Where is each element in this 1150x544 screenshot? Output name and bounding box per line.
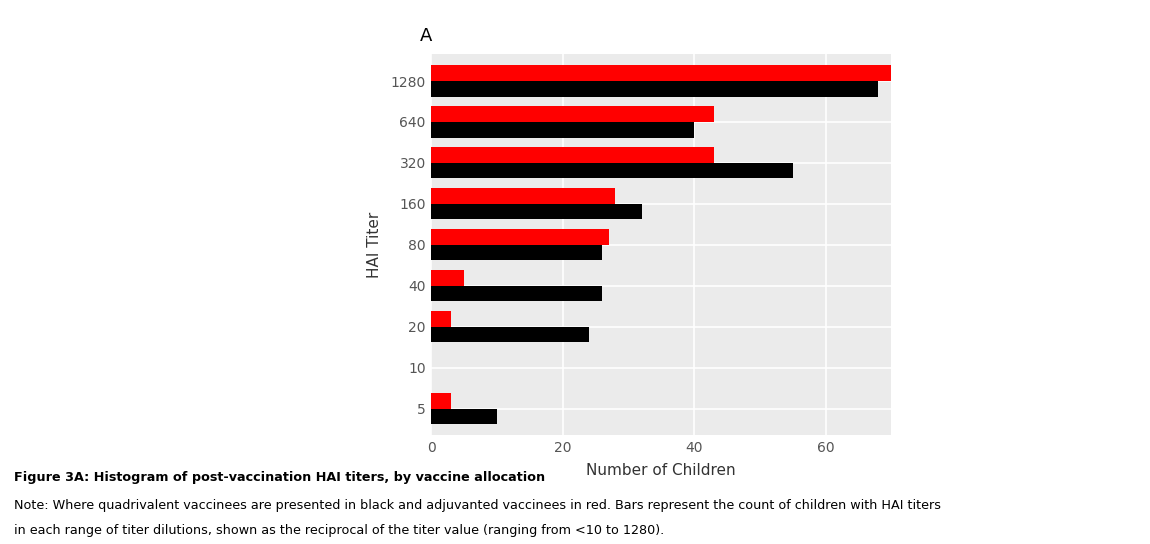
Bar xyxy=(431,245,603,261)
Bar xyxy=(431,65,891,81)
X-axis label: Number of Children: Number of Children xyxy=(586,463,736,478)
Bar xyxy=(431,163,792,178)
Bar xyxy=(431,229,608,245)
Bar xyxy=(431,204,642,219)
Text: Figure 3A: Histogram of post-vaccination HAI titers, by vaccine allocation: Figure 3A: Histogram of post-vaccination… xyxy=(14,472,545,485)
Bar xyxy=(431,122,695,138)
Bar xyxy=(431,81,879,97)
Bar xyxy=(431,286,603,301)
Bar xyxy=(431,393,451,409)
Y-axis label: HAI Titer: HAI Titer xyxy=(367,212,382,278)
Bar xyxy=(431,188,615,204)
Text: Note: Where quadrivalent vaccinees are presented in black and adjuvanted vaccine: Note: Where quadrivalent vaccinees are p… xyxy=(14,499,941,512)
Bar xyxy=(431,270,465,286)
Bar xyxy=(431,147,714,163)
Text: A: A xyxy=(420,27,432,45)
Bar xyxy=(431,107,714,122)
Bar xyxy=(431,327,589,342)
Text: in each range of titer dilutions, shown as the reciprocal of the titer value (ra: in each range of titer dilutions, shown … xyxy=(14,524,664,537)
Bar xyxy=(431,311,451,327)
Bar xyxy=(431,409,497,424)
